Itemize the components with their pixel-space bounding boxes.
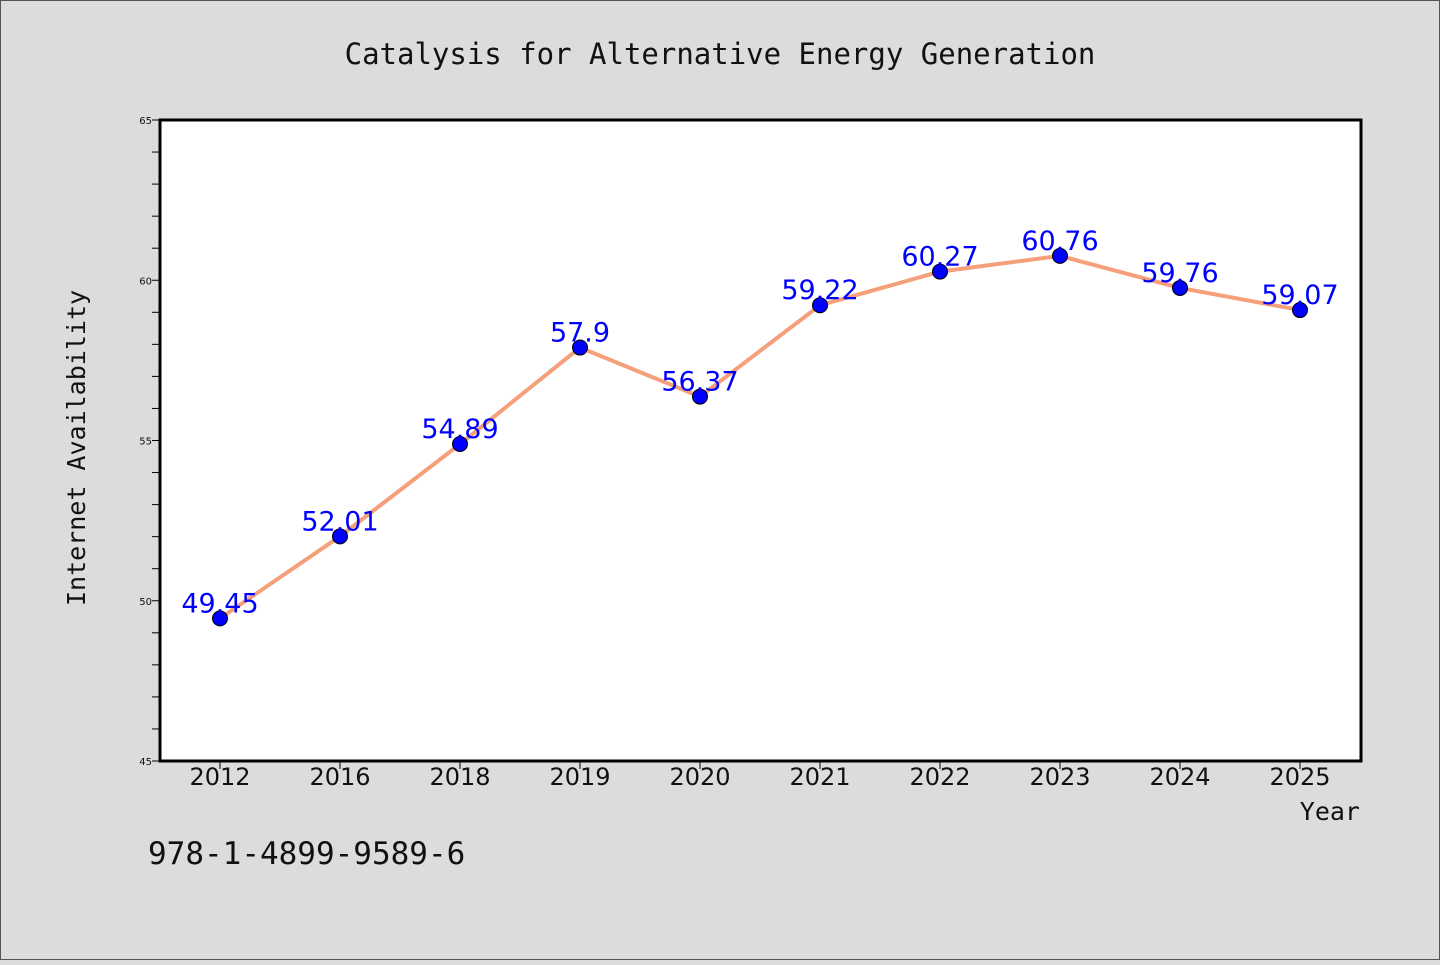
- data-point: [212, 610, 228, 627]
- data-label: 60.27: [901, 242, 978, 273]
- data-point: [692, 388, 708, 405]
- x-tick-label: 2023: [1029, 763, 1090, 791]
- series-layer: 49.45 52.01 54.89 57.9 56.37 59.22 60.27 60.76 5…: [181, 226, 1339, 627]
- data-point: [932, 263, 948, 280]
- series-line: [218, 253, 1302, 621]
- x-tick-label: 2012: [189, 763, 250, 791]
- data-point: [1052, 247, 1068, 264]
- data-point: [452, 436, 468, 453]
- data-label: 59.76: [1141, 258, 1218, 289]
- data-label: 59.07: [1261, 280, 1338, 311]
- data-label: 60.76: [1021, 226, 1098, 257]
- data-point: [332, 528, 348, 545]
- x-tick-label: 2016: [309, 763, 370, 791]
- x-tick-label: 2022: [909, 763, 970, 791]
- data-label: 52.01: [301, 506, 378, 537]
- x-tick-label: 2021: [789, 763, 850, 791]
- y-tick-label: 45: [139, 757, 152, 768]
- y-tick-label: 65: [139, 116, 152, 127]
- data-label: 54.89: [421, 414, 498, 445]
- data-point: [572, 339, 588, 356]
- chart-title: Catalysis for Alternative Energy Generat…: [345, 37, 1096, 71]
- x-axis: 2012 2016 2018 2019 2020 2021 2022 2023 2024 2025: [189, 761, 1331, 791]
- y-tick-label: 50: [139, 597, 152, 608]
- data-label: 59.22: [781, 275, 858, 306]
- data-label: 56.37: [661, 367, 738, 398]
- x-tick-label: 2018: [429, 763, 490, 791]
- x-tick-label: 2020: [669, 763, 730, 791]
- plot-frame: [158, 118, 1363, 763]
- data-point: [1172, 279, 1188, 296]
- y-tick-label: 55: [139, 437, 152, 448]
- data-label: 49.45: [181, 588, 258, 619]
- plot-area: [160, 120, 1361, 761]
- data-point: [812, 297, 828, 314]
- y-tick-label: 60: [139, 276, 152, 287]
- x-tick-label: 2019: [549, 763, 610, 791]
- data-label: 57.9: [550, 318, 610, 349]
- footnote-isbn: 978-1-4899-9589-6: [148, 836, 465, 872]
- y-axis-label: Internet Availability: [62, 290, 91, 606]
- x-tick-label: 2024: [1149, 763, 1210, 791]
- x-tick-label: 2025: [1269, 763, 1330, 791]
- data-point: [1292, 302, 1308, 319]
- x-axis-label: Year: [1300, 797, 1360, 826]
